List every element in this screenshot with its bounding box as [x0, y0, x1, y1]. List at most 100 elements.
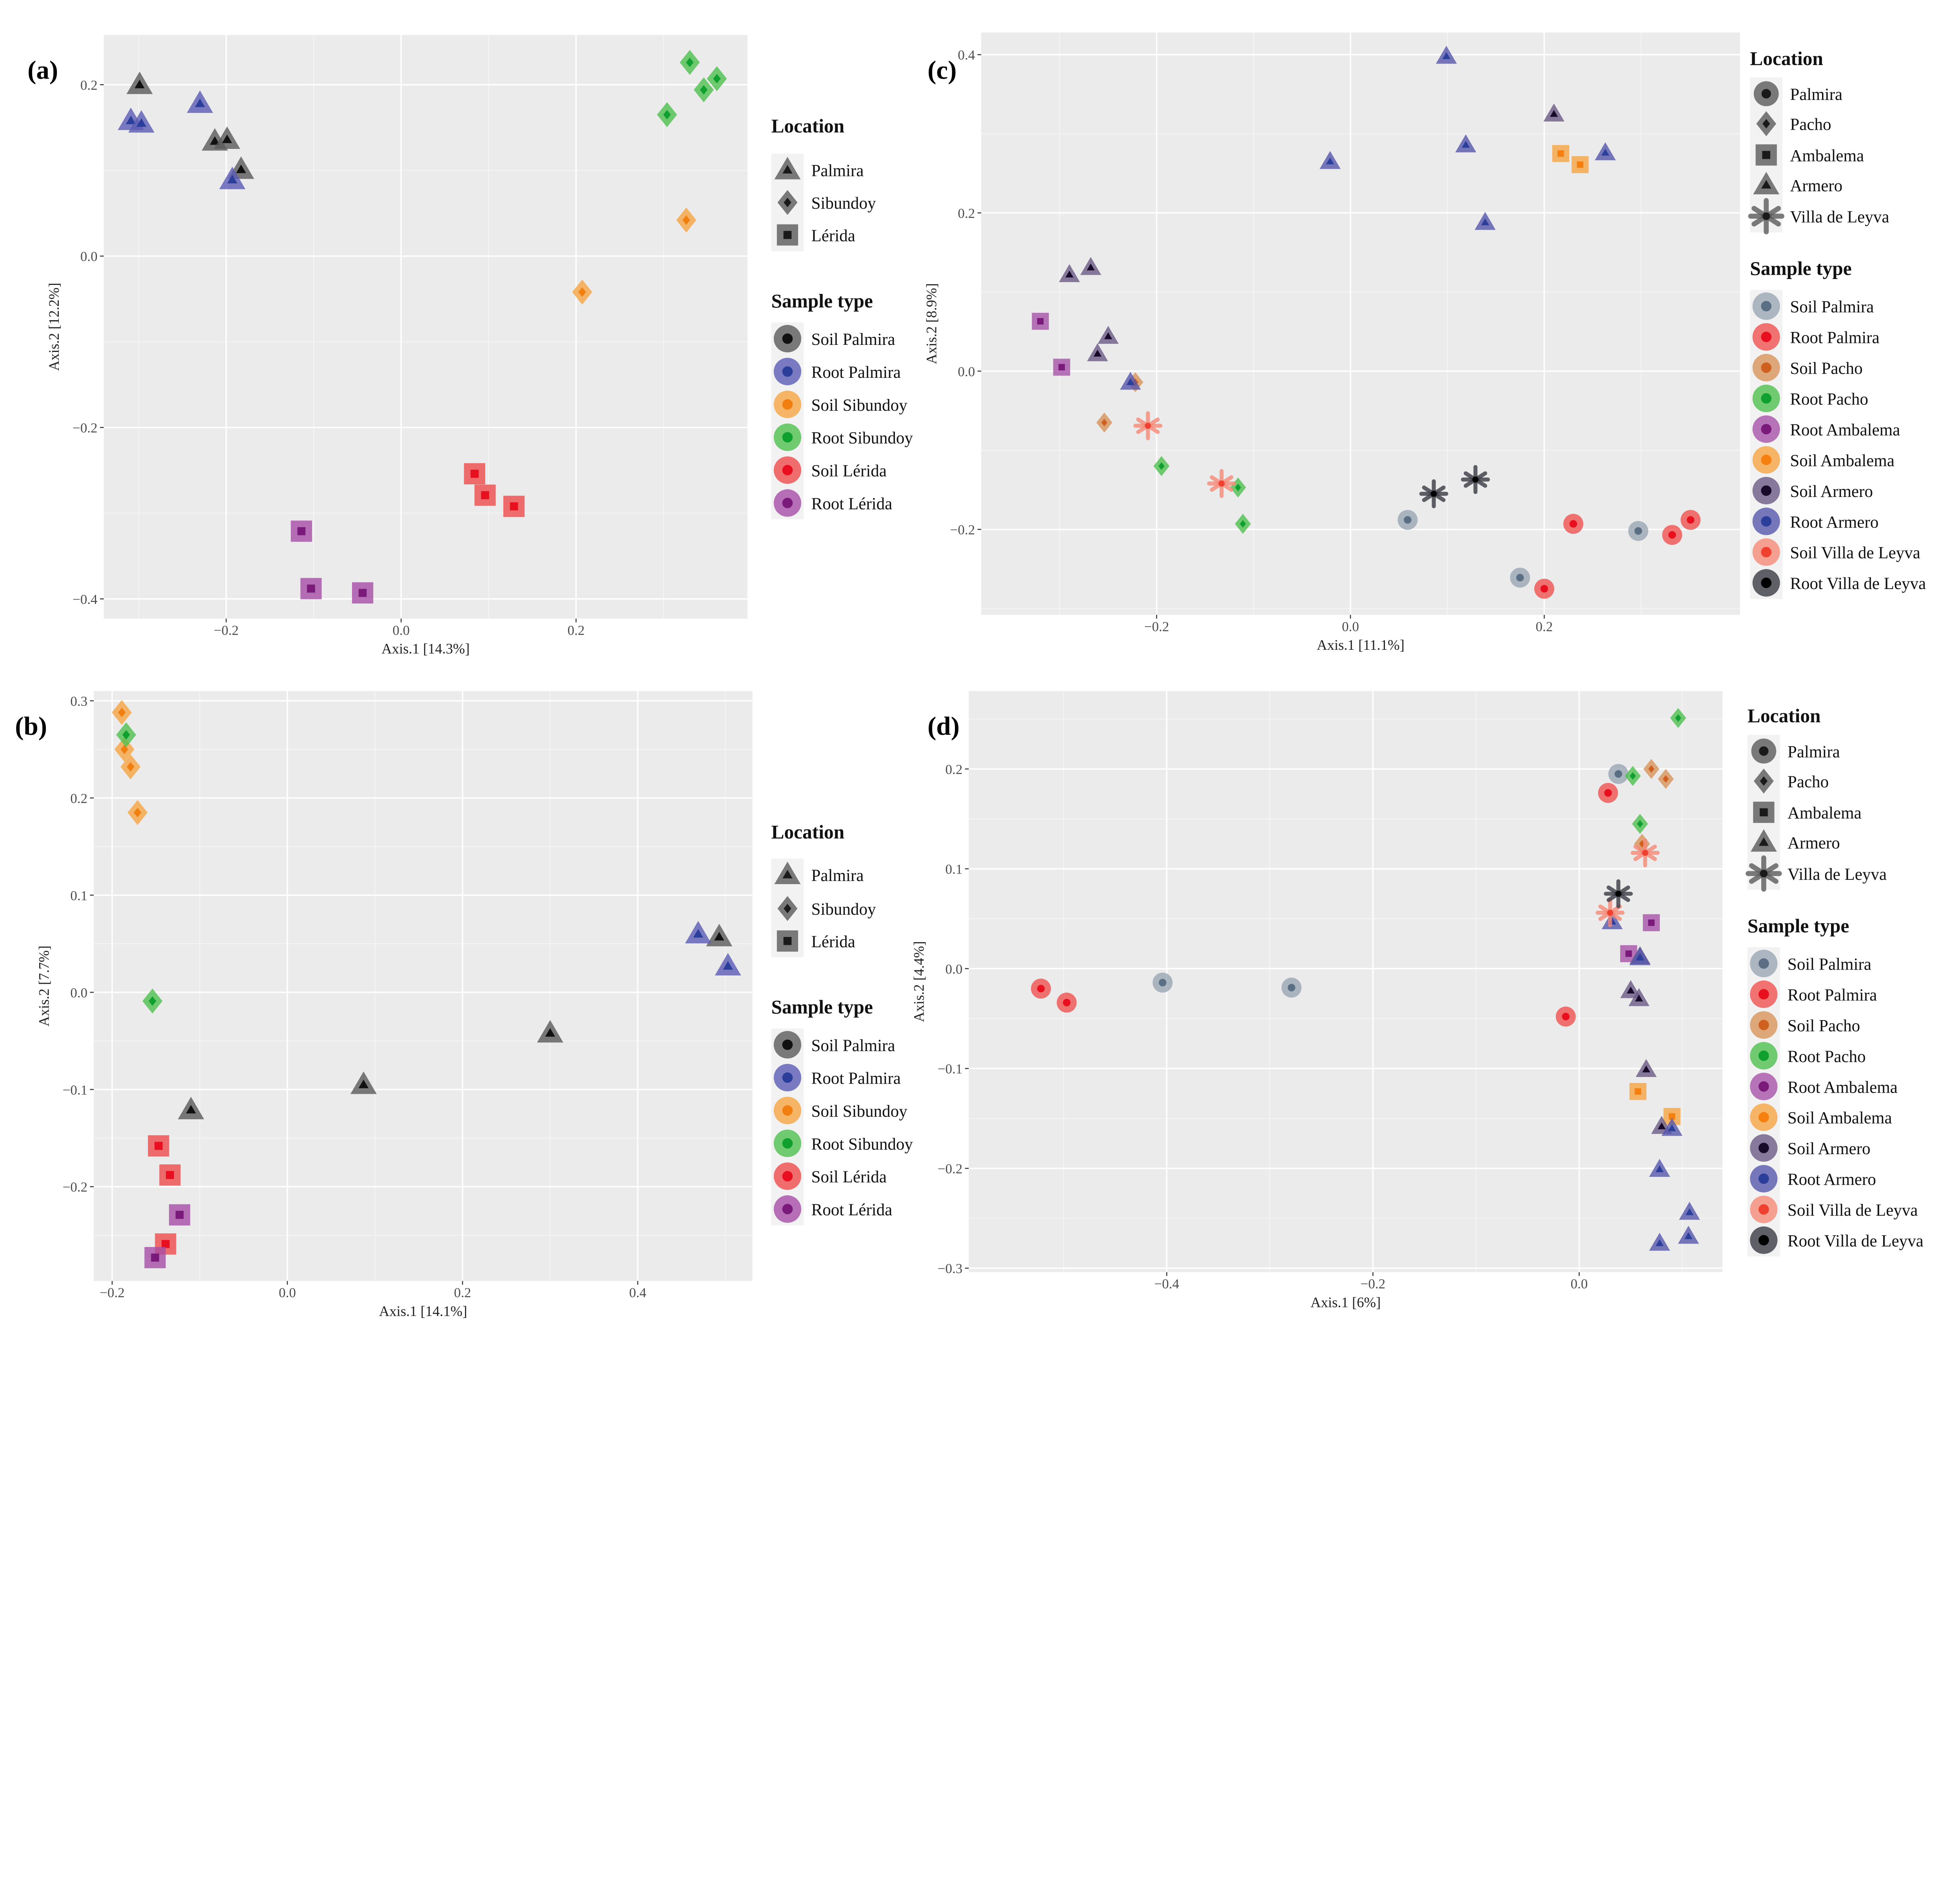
marker-circle: [782, 1204, 793, 1215]
marker-triangle: [1326, 157, 1334, 165]
x-tick-label: 0.2: [568, 623, 585, 638]
marker-circle: [1761, 424, 1772, 435]
marker-triangle: [1759, 837, 1769, 846]
marker-circle: [782, 465, 793, 475]
series-root-pacho: [1624, 708, 1686, 834]
data-point: [148, 1135, 169, 1157]
marker-square: [307, 584, 315, 593]
legend-sample-label: Soil Lérida: [811, 1168, 887, 1186]
marker-diamond: [1235, 484, 1241, 491]
x-tick-label: 0.0: [1571, 1276, 1588, 1292]
data-point: [1598, 783, 1618, 803]
series-soil-villa-de-leyva: [1133, 411, 1236, 498]
legend-sample-key: [1752, 415, 1780, 443]
panel-b: (b) −0.2 0.0 0.2 0.4 0.3 0.2 0.1 0.0 −0.1 −0.2 Axis…: [15, 691, 913, 1319]
marker-circle: [782, 1105, 793, 1116]
marker-circle: [1287, 984, 1296, 992]
legend-sample-key: [1750, 1226, 1778, 1254]
marker-triangle: [1635, 994, 1643, 1002]
legend-sample-label: Root Sibundoy: [811, 1135, 913, 1153]
data-point: [169, 1204, 191, 1225]
legend-location-key: [1748, 198, 1784, 234]
data-point: [1436, 45, 1457, 64]
marker-triangle: [236, 164, 246, 173]
y-tick-label: 0.1: [946, 862, 963, 877]
legend-sample-label: Root Ambalema: [1788, 1078, 1898, 1097]
panel-a: (a) −0.2 0.0 0.2 0.2 0.0 −0.2 −0.4 Axis.1 [14.3%…: [27, 35, 913, 657]
marker-triangle: [545, 1028, 555, 1037]
panel-c: (c) −0.2 0.0 0.2 0.4 0.2 0.0 −0.2 Axis.1 [11.1%]…: [923, 32, 1926, 653]
data-point: [1628, 521, 1648, 541]
marker-circle: [1759, 1235, 1769, 1245]
legend-location-label: Palmira: [811, 866, 864, 885]
data-point: [1608, 764, 1628, 784]
data-point: [1152, 972, 1173, 993]
data-point: [1080, 257, 1102, 275]
marker-square: [358, 589, 367, 597]
legend-location-label: Villa de Leyva: [1790, 208, 1889, 227]
marker-circle: [1761, 393, 1772, 404]
legend-sample-key: [773, 1129, 801, 1157]
marker-triangle: [1761, 180, 1771, 189]
legend-sample-label: Soil Pacho: [1788, 1017, 1860, 1035]
legend-location-key: [1746, 855, 1782, 892]
marker-triangle: [1685, 1208, 1694, 1215]
legend-sample-label: Soil Sibundoy: [811, 1102, 908, 1120]
data-point: [1397, 510, 1418, 530]
legend-location-key: [1753, 769, 1774, 794]
marker-circle: [1761, 455, 1772, 465]
marker-triangle: [358, 1079, 369, 1088]
x-axis-title: Axis.1 [14.1%]: [379, 1303, 467, 1319]
marker-circle: [1759, 958, 1769, 969]
legend-location-key: [1750, 829, 1777, 852]
marker-square: [1557, 150, 1564, 157]
data-point: [159, 1164, 181, 1186]
y-tick-label: 0.1: [70, 888, 87, 903]
marker-center: [1642, 850, 1648, 856]
data-point: [1031, 979, 1051, 999]
marker-circle: [1759, 1142, 1769, 1153]
data-point: [464, 463, 485, 484]
panel-label: (c): [927, 56, 956, 85]
data-point: [1670, 708, 1686, 728]
marker-circle: [782, 1072, 793, 1083]
legend-sample-key: [773, 325, 801, 353]
x-axis-title: Axis.1 [14.3%]: [381, 641, 470, 657]
y-tick-label: −0.2: [73, 421, 98, 436]
series-root-armero: [1120, 45, 1616, 390]
marker-circle: [1668, 531, 1676, 539]
legend-location-title: Location: [771, 821, 844, 843]
marker-circle: [1159, 979, 1167, 987]
y-axis-title: Axis.2 [12.2%]: [46, 283, 62, 371]
marker-circle: [782, 1171, 793, 1182]
marker-square: [175, 1211, 184, 1219]
data-point: [1032, 313, 1049, 330]
data-point: [572, 279, 592, 305]
marker-triangle: [1626, 986, 1635, 993]
legend-sample-label: Soil Lérida: [811, 462, 887, 480]
data-point: [1053, 359, 1071, 376]
data-point: [1207, 469, 1236, 498]
marker-triangle: [1550, 110, 1558, 117]
legend-sample-key: [773, 1195, 801, 1223]
marker-square: [783, 231, 792, 239]
marker-triangle: [782, 870, 793, 879]
y-tick-label: −0.4: [73, 592, 98, 607]
legend-sample-key: [1752, 508, 1780, 535]
marker-circle: [782, 1039, 793, 1050]
series-root-l-rida: [144, 1204, 191, 1269]
plot-background: [103, 35, 748, 619]
legend-location-label: Armero: [1790, 177, 1842, 195]
marker-triangle: [1636, 954, 1644, 961]
data-point: [1635, 1059, 1657, 1077]
data-point: [1474, 212, 1496, 230]
data-point: [300, 578, 322, 600]
series-soil-palmira: [1397, 510, 1648, 588]
legend-sample-label: Soil Palmira: [1788, 955, 1871, 973]
marker-triangle: [195, 98, 205, 107]
marker-circle: [1759, 1173, 1769, 1184]
y-tick-label: 0.3: [70, 694, 87, 709]
data-point: [1630, 838, 1660, 868]
panel-d: (d) −0.4 −0.2 0.0 0.2 0.1 0.0 −0.1 −0.2 −0.3 Axis.…: [911, 691, 1924, 1310]
data-point: [1642, 914, 1660, 932]
